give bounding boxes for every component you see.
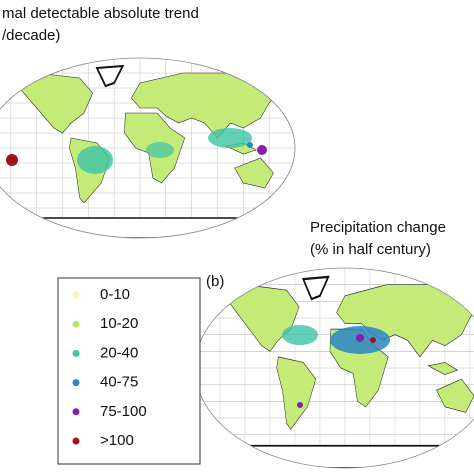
panel-a-title: /decade) xyxy=(2,27,60,44)
panel-b-title: (% in half century) xyxy=(310,241,431,258)
legend-swatch xyxy=(72,379,80,387)
map-b xyxy=(194,267,474,469)
legend-swatch xyxy=(72,320,80,328)
legend-label: 40-75 xyxy=(100,374,138,391)
legend: 0-10 10-20 20-40 40-75 75-100 >100 xyxy=(72,286,147,449)
map-a xyxy=(0,57,296,239)
panel-label: (b) xyxy=(206,273,224,290)
legend-label: 75-100 xyxy=(100,403,147,420)
legend-swatch xyxy=(72,291,80,299)
legend-label: 0-10 xyxy=(100,286,130,303)
legend-box xyxy=(57,277,201,465)
legend-swatch xyxy=(72,437,80,445)
legend-label: 10-20 xyxy=(100,315,138,332)
panel-b-title: Precipitation change xyxy=(310,219,446,236)
panel-a-title: mal detectable absolute trend xyxy=(2,5,199,22)
legend-label: >100 xyxy=(100,432,134,449)
legend-swatch xyxy=(72,349,80,357)
legend-swatch xyxy=(72,408,80,416)
legend-label: 20-40 xyxy=(100,344,138,361)
